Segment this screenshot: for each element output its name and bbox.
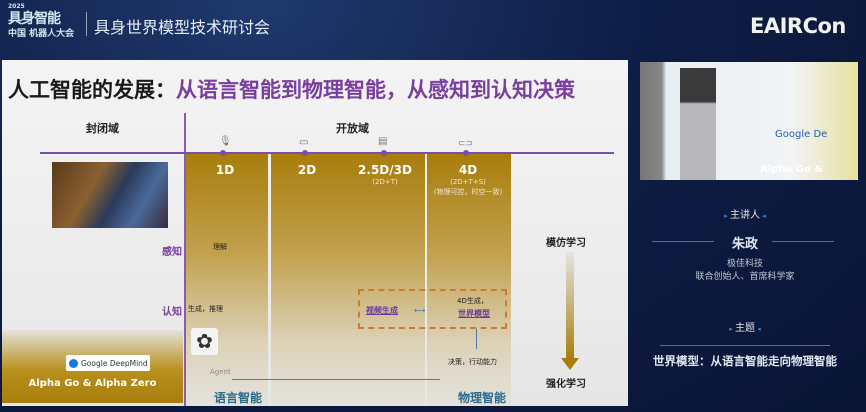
column-2d-3d — [271, 154, 425, 406]
closed-domain-label: 封闭域 — [86, 122, 119, 135]
open-domain-label: 开放域 — [336, 122, 369, 135]
col-label-1d: 1D — [215, 163, 235, 177]
axis-horizontal — [40, 152, 614, 154]
divider — [772, 241, 834, 242]
triangle-icon: ◂ — [760, 212, 766, 220]
learning-arrow-head — [561, 358, 579, 370]
speaker-heading: ▸ 主讲人 ◂ — [632, 206, 858, 221]
col-label-2d: 2D — [297, 163, 317, 177]
clapperboard-icon: ▤ — [378, 136, 388, 147]
timeline-dot — [463, 150, 469, 156]
brand-logo: EAIRCon — [750, 14, 846, 38]
triangle-icon: ◂ — [755, 325, 761, 333]
speaker-name: 朱政 — [731, 237, 758, 252]
deepmind-label: Google DeepMind — [81, 358, 148, 368]
logo-line1: 具身智能 — [8, 11, 61, 27]
column-4d — [427, 154, 511, 406]
conference-logo: 2025 具身智能 中国 机器人大会 — [8, 3, 82, 47]
timeline-dot — [302, 150, 308, 156]
reinforcement-label: 强化学习 — [546, 379, 586, 390]
header-divider — [86, 12, 87, 36]
slide-title: 人工智能的发展：从语言智能到物理智能，从感知到认知决策 — [8, 74, 575, 104]
logo-line2: 中国 机器人大会 — [8, 29, 75, 39]
triangle-icon: ▸ — [729, 325, 735, 333]
language-intel-label: 语言智能 — [214, 391, 263, 405]
col-sub2-4d: (物理可控，时空一致) — [433, 188, 503, 196]
divider — [652, 241, 714, 242]
down-arrow — [476, 329, 477, 349]
col-sub-3d: (2D+T) — [372, 178, 398, 186]
deepmind-badge: Google DeepMind — [66, 355, 150, 371]
decision-action-label: 决策，行动能力 — [448, 358, 497, 366]
col-label-3d: 2.5D/3D — [358, 163, 412, 177]
cell-gen-reason: 生成，推理 — [188, 305, 223, 313]
bidirectional-arrow: ⟷ — [414, 306, 426, 315]
world-model-label: 世界模型 — [458, 309, 490, 318]
image-icon: ▭ — [299, 137, 309, 148]
openai-icon: ✿ — [191, 328, 218, 355]
microphone-icon: 🎙 — [219, 136, 232, 147]
gen4d-label: 4D生成， — [457, 297, 488, 305]
alpha-label: Alpha Go & Alpha Zero — [28, 378, 157, 389]
topic-heading: ▸ 主题 ◂ — [632, 319, 858, 334]
speaker-role: 联合创始人、首席科学家 — [695, 272, 795, 282]
go-board-image — [52, 162, 168, 228]
language-physical-arrow — [232, 379, 440, 380]
axis-vertical — [184, 113, 186, 406]
imitation-label: 模仿学习 — [546, 238, 586, 249]
timeline-dot — [220, 150, 226, 156]
col-sub-4d: (2D+T+S) — [450, 178, 486, 186]
world-model-box — [358, 289, 507, 329]
speaker-video: Google De Alpha Go & — [640, 62, 858, 180]
title-purple: 从语言智能到物理智能，从感知到认知决策 — [176, 78, 575, 102]
learning-arrow-shaft — [566, 252, 574, 360]
col-label-4d: 4D — [458, 163, 478, 177]
speaker-company: 极佳科技 — [726, 259, 763, 269]
cell-understand: 理解 — [213, 243, 227, 251]
timeline-dot — [381, 150, 387, 156]
column-1d — [186, 154, 268, 406]
row-cognition: 认知 — [162, 307, 182, 318]
logo-year: 2025 — [8, 3, 25, 10]
video-overlay-text: Google De — [775, 129, 828, 140]
triangle-icon: ▸ — [724, 212, 730, 220]
event-title: 具身世界模型技术研讨会 — [94, 18, 271, 37]
video-overlay-text2: Alpha Go & — [760, 164, 823, 175]
title-black: 人工智能的发展： — [8, 78, 176, 102]
physical-intel-label: 物理智能 — [458, 391, 507, 405]
deepmind-icon — [69, 358, 78, 368]
topic-title: 世界模型：从语言智能走向物理智能 — [653, 354, 837, 368]
speaker-heading-text: 主讲人 — [730, 210, 760, 221]
divider — [660, 345, 830, 346]
row-perception: 感知 — [162, 247, 182, 258]
video-gen-label: 视频生成 — [366, 306, 398, 315]
topic-heading-text: 主题 — [735, 323, 755, 334]
vr-headset-icon: ⊂⊃ — [458, 139, 474, 149]
speaker-figure — [680, 68, 716, 180]
agent-label: Agent — [210, 368, 231, 376]
